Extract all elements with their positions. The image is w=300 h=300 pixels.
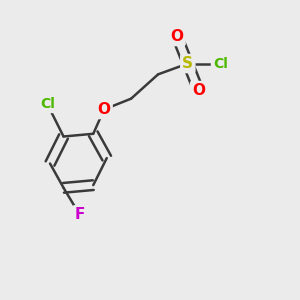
Text: O: O — [170, 29, 184, 44]
Text: S: S — [182, 56, 193, 71]
Text: O: O — [192, 83, 205, 98]
Text: O: O — [98, 102, 111, 117]
Text: F: F — [75, 207, 85, 222]
Text: Cl: Cl — [213, 56, 228, 70]
Text: Cl: Cl — [40, 97, 55, 111]
